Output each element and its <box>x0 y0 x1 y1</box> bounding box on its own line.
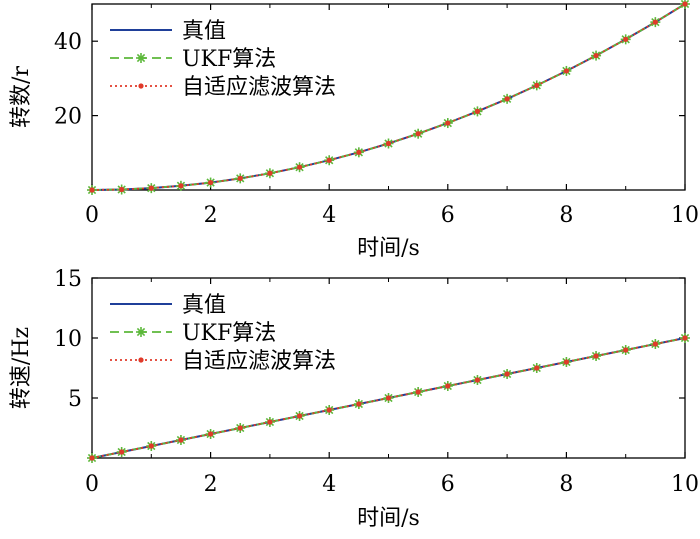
plot-frame <box>91 3 686 191</box>
series-3-marker <box>208 179 214 186</box>
x-tick-label: 10 <box>671 203 699 228</box>
series-3-marker <box>563 68 570 74</box>
x-tick-label: 2 <box>204 203 218 228</box>
series-line-3 <box>91 3 686 191</box>
y-tick-label: 15 <box>54 267 82 292</box>
series-group <box>87 333 690 463</box>
x-tick-label: 0 <box>85 472 99 497</box>
x-axis-label: 时间/s <box>357 236 420 261</box>
series-3-marker <box>326 407 332 413</box>
series-3-marker <box>89 187 95 193</box>
series-3-marker <box>504 371 510 377</box>
legend-label-1: 真值 <box>182 293 226 318</box>
series-3-marker <box>385 140 392 147</box>
series-3-marker <box>178 183 184 189</box>
y-tick-label: 20 <box>54 105 82 130</box>
series-line-2 <box>91 3 686 191</box>
y-tick-label: 40 <box>54 30 82 55</box>
series-3-marker <box>148 443 154 449</box>
legend-label-2: UKF算法 <box>182 47 276 72</box>
plot-frame <box>91 277 686 459</box>
x-tick-label: 10 <box>671 472 699 497</box>
x-tick-label: 0 <box>85 203 99 228</box>
series-3-marker <box>296 164 303 170</box>
series-3-marker <box>474 108 481 114</box>
series-3-marker <box>237 425 243 431</box>
series-3-marker <box>267 419 273 425</box>
series-3-marker <box>652 19 658 25</box>
x-axis-label: 时间/s <box>357 506 420 531</box>
x-tick-label: 2 <box>204 472 218 497</box>
series-line-3 <box>91 337 686 459</box>
series-3-marker <box>445 383 451 389</box>
x-tick-label: 8 <box>559 203 573 228</box>
x-tick-label: 8 <box>559 472 573 497</box>
series-3-marker <box>623 347 629 353</box>
series-3-marker <box>326 157 332 163</box>
series-3-marker <box>89 455 95 461</box>
series-3-marker <box>534 82 540 88</box>
series-3-marker <box>296 413 303 419</box>
series-3-marker <box>356 149 362 155</box>
series-3-marker <box>682 335 688 341</box>
series-3-marker <box>119 186 125 193</box>
series-3-marker <box>563 359 570 365</box>
y-tick-label: 5 <box>68 387 82 412</box>
x-tick-label: 6 <box>441 472 455 497</box>
series-group <box>87 0 690 195</box>
legend-label-3: 自适应滤波算法 <box>182 75 336 100</box>
series-3-marker <box>652 341 658 347</box>
legend-label-1: 真值 <box>182 19 226 44</box>
series-3-marker <box>385 395 392 401</box>
series-3-marker <box>593 52 599 59</box>
series-3-marker <box>237 175 243 181</box>
series-3-marker <box>445 120 451 126</box>
series-3-marker <box>623 36 629 42</box>
series-3-marker <box>474 377 481 383</box>
series-3-marker <box>593 353 599 359</box>
series-3-marker <box>682 1 688 7</box>
series-3-marker <box>534 365 540 371</box>
legend-label-3: 自适应滤波算法 <box>182 349 336 374</box>
series-3-marker <box>267 170 273 176</box>
series-3-marker <box>415 131 421 137</box>
series-3-marker <box>178 437 184 443</box>
x-tick-label: 4 <box>322 203 336 228</box>
series-3-marker <box>415 389 421 395</box>
x-tick-label: 4 <box>322 472 336 497</box>
legend-marker-3 <box>138 357 144 363</box>
legend-label-2: UKF算法 <box>182 321 276 346</box>
series-line-1 <box>91 3 686 191</box>
legend-marker-2 <box>136 53 146 63</box>
x-tick-label: 6 <box>441 203 455 228</box>
series-3-marker <box>119 449 125 455</box>
series-3-marker <box>148 185 154 191</box>
series-3-marker <box>356 401 362 407</box>
series-3-marker <box>208 431 214 437</box>
legend-marker-2 <box>136 327 146 337</box>
legend-marker-3 <box>138 83 144 89</box>
y-axis-label: 转数/r <box>9 66 34 128</box>
y-axis-label: 转速/Hz <box>9 327 34 409</box>
y-tick-label: 10 <box>54 327 82 352</box>
series-3-marker <box>504 96 510 102</box>
